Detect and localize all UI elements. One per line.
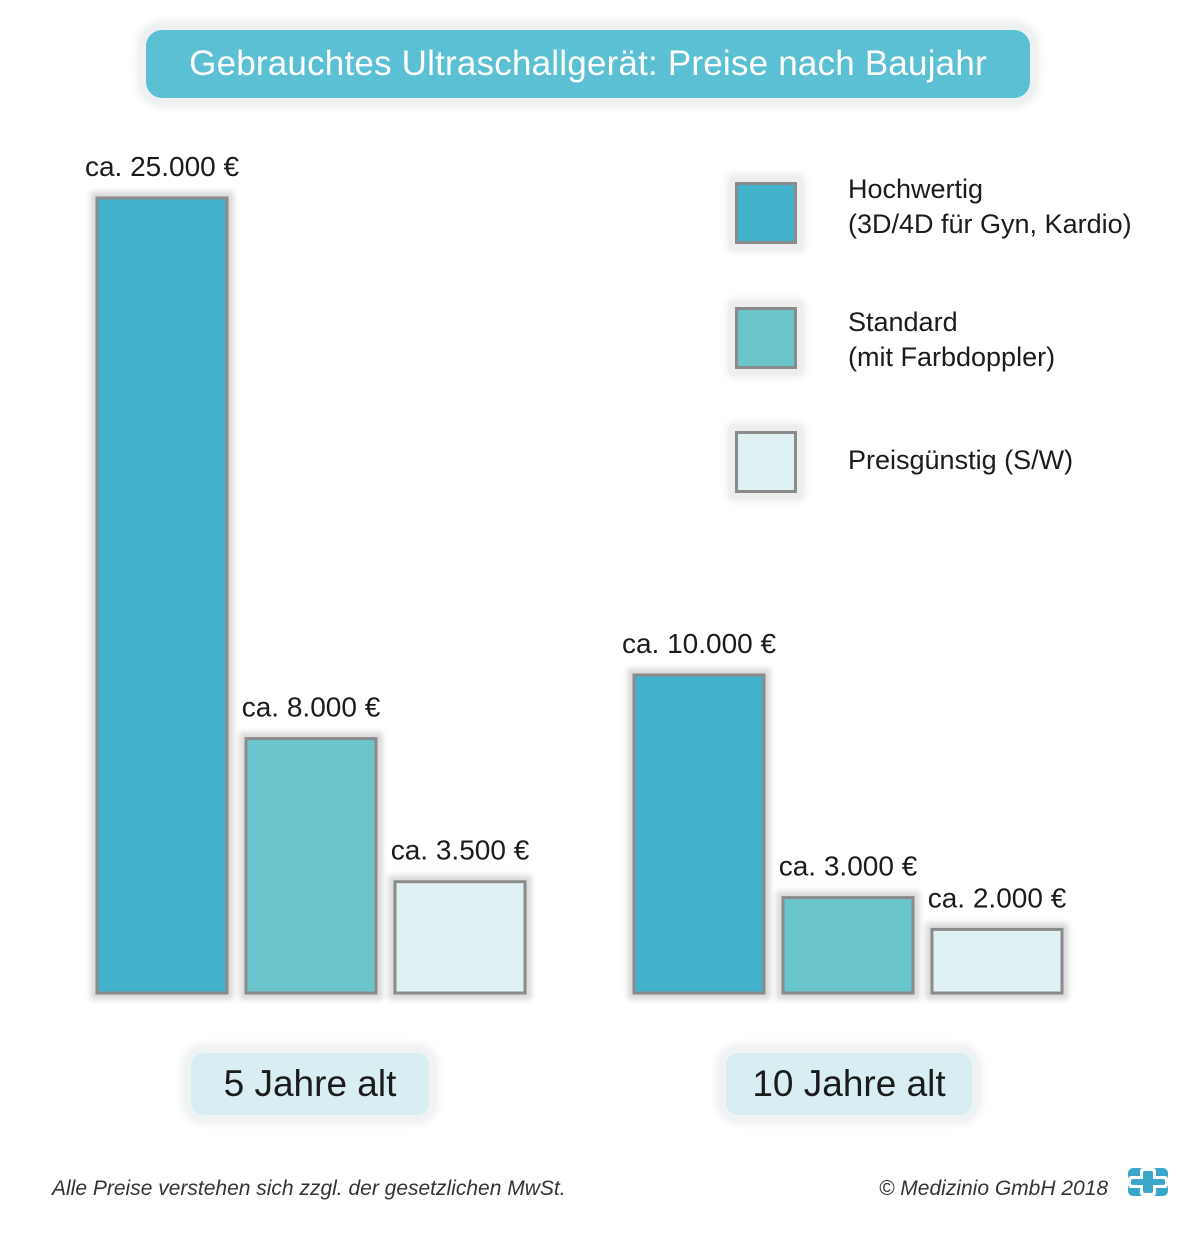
legend-label-line1: Hochwertig (848, 174, 984, 204)
bar-value-label-5-jahre-preisguenstig: ca. 3.500 € (391, 835, 530, 866)
bar-5-jahre-preisguenstig (393, 880, 527, 995)
legend-item-hochwertig: Hochwertig (3D/4D für Gyn, Kardio) (735, 174, 1132, 244)
legend-swatch-hochwertig (735, 182, 797, 244)
chart-title: Gebrauchtes Ultraschallgerät: Preise nac… (189, 44, 987, 83)
bar-value-label-5-jahre-standard: ca. 8.000 € (242, 692, 381, 723)
legend-label-line1: Standard (848, 307, 958, 337)
legend-swatch-preisguenstig (735, 431, 797, 493)
bar-value-label-10-jahre-hochwertig: ca. 10.000 € (622, 628, 777, 659)
bar-10-jahre-preisguenstig (930, 927, 1064, 995)
bar-10-jahre-standard (781, 896, 915, 995)
legend-item-preisguenstig: Preisgünstig (S/W) (735, 431, 1073, 493)
bar-5-jahre-hochwertig (95, 196, 229, 995)
bar-5-jahre-standard (244, 737, 378, 995)
medizinio-cross-logo-icon (1128, 1168, 1168, 1196)
footer-copyright: © Medizinio GmbH 2018 (879, 1177, 1109, 1200)
legend-label-line2: (3D/4D für Gyn, Kardio) (848, 209, 1132, 239)
legend-label-standard: Standard (mit Farbdoppler) (848, 305, 1055, 375)
category-label-10-jahre: 10 Jahre alt (726, 1053, 972, 1115)
legend-label-line2: (mit Farbdoppler) (848, 342, 1056, 372)
bar-value-labels: ca. 25.000 € ca. 8.000 € ca. 3.500 € ca. 10… (85, 151, 1067, 913)
bar-value-label-10-jahre-preisguenstig: ca. 2.000 € (928, 882, 1067, 913)
bar-chart: ca. 25.000 € ca. 8.000 € ca. 3.500 € ca. 10… (85, 151, 1067, 995)
bar-10-jahre-hochwertig (632, 673, 766, 995)
bars-layer (95, 196, 1064, 995)
legend-swatch-standard (735, 307, 797, 369)
legend-item-standard: Standard (mit Farbdoppler) (735, 307, 1055, 372)
bar-value-label-10-jahre-standard: ca. 3.000 € (779, 851, 918, 882)
legend-label-preisguenstig: Preisgünstig (S/W) (848, 443, 1073, 478)
bar-value-label-5-jahre-hochwertig: ca. 25.000 € (85, 151, 240, 182)
legend-label-line1: Preisgünstig (S/W) (848, 445, 1074, 475)
chart-title-banner: Gebrauchtes Ultraschallgerät: Preise nac… (146, 30, 1030, 98)
footer-vat-note: Alle Preise verstehen sich zzgl. der ges… (52, 1177, 566, 1200)
category-label-5-jahre: 5 Jahre alt (191, 1053, 429, 1115)
legend-label-hochwertig: Hochwertig (3D/4D für Gyn, Kardio) (848, 172, 1132, 242)
